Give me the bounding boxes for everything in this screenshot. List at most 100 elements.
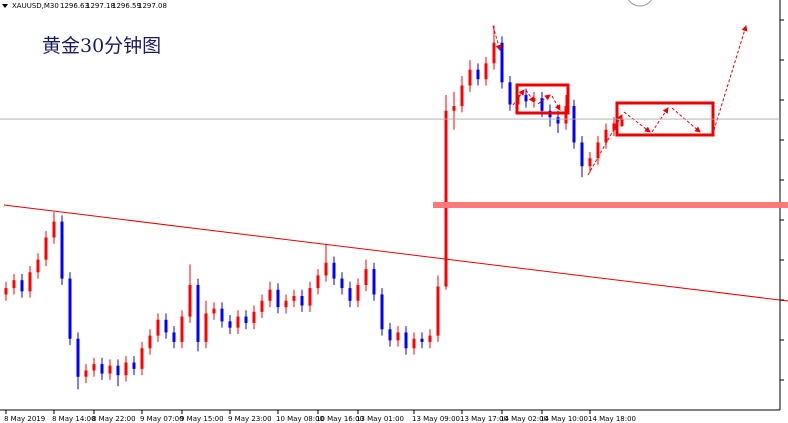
candle-body — [604, 129, 608, 143]
candle-body — [228, 321, 232, 328]
header-close: 1297.08 — [138, 2, 167, 10]
x-tick-label: 8 May 2019 — [4, 415, 45, 423]
candle-body — [388, 329, 392, 341]
plot-area — [4, 25, 624, 390]
candle-body — [436, 286, 440, 336]
candle-body — [500, 42, 504, 83]
arrow — [492, 25, 502, 51]
candle-body — [348, 288, 352, 301]
candle-body — [612, 123, 616, 130]
candle-body — [44, 237, 48, 260]
candle-body — [524, 94, 528, 102]
x-tick-label: 14 May 18:00 — [588, 415, 636, 423]
candle-body — [140, 348, 144, 369]
candle-body — [180, 316, 184, 342]
x-tick-label: 9 May 15:00 — [180, 415, 224, 423]
x-tick-label: 14 May 02:00 — [500, 415, 548, 423]
candle-body — [564, 106, 568, 124]
menu-icon[interactable] — [2, 4, 8, 8]
candle-body — [364, 269, 368, 285]
arrow — [551, 95, 561, 111]
x-tick-label: 13 May 09:00 — [412, 415, 460, 423]
candle-body — [52, 221, 56, 238]
candle-body — [236, 316, 240, 328]
candle-body — [420, 338, 424, 342]
candle-body — [460, 85, 464, 107]
candle-body — [620, 119, 624, 127]
candle-body — [20, 280, 24, 292]
candle-body — [28, 272, 32, 292]
candle-body — [292, 296, 296, 301]
candle-body — [116, 365, 120, 376]
candle-body — [452, 106, 456, 111]
x-tick-label: 8 May 22:00 — [92, 415, 136, 423]
candle-body — [316, 275, 320, 289]
arrow — [512, 89, 525, 106]
arrow — [525, 89, 535, 103]
candle-body — [12, 280, 16, 289]
trend-line — [3, 204, 788, 302]
candle-body — [588, 158, 592, 167]
candle-body — [268, 289, 272, 301]
candle-body — [580, 142, 584, 167]
candle-body — [252, 311, 256, 323]
candle-body — [148, 335, 152, 349]
arrow — [537, 94, 551, 105]
candle-body — [380, 294, 384, 330]
candle-body — [484, 63, 488, 80]
corner-icon — [627, 0, 653, 7]
candle-body — [68, 278, 72, 339]
candle-body — [596, 142, 600, 159]
x-tick-label: 10 May 16:00 — [316, 415, 364, 423]
candle-body — [212, 308, 216, 314]
candle-body — [572, 106, 576, 143]
header-high: 1297.18 — [86, 2, 115, 10]
candle-body — [220, 308, 224, 322]
candle-body — [284, 300, 288, 308]
candle-body — [244, 316, 248, 323]
candle-body — [76, 338, 80, 377]
candle-body — [556, 117, 560, 124]
candle-body — [412, 338, 416, 349]
x-tick-label: 10 May 08:00 — [276, 415, 324, 423]
candle-body — [356, 284, 360, 301]
header-open: 1296.63 — [60, 2, 89, 10]
x-tick-label: 13 May 17:00 — [460, 415, 508, 423]
candle-body — [428, 335, 432, 342]
candle-body — [404, 332, 408, 349]
candle-body — [324, 262, 328, 276]
candle-body — [204, 313, 208, 342]
candle-body — [468, 69, 472, 86]
candle-body — [188, 284, 192, 317]
arrow — [587, 114, 623, 176]
candle-body — [372, 269, 376, 295]
candle-body — [108, 365, 112, 374]
candle-body — [132, 362, 136, 369]
x-tick-label: 9 May 23:00 — [228, 415, 272, 423]
arrow — [623, 111, 651, 133]
candle-body — [84, 370, 88, 377]
candle-body — [508, 82, 512, 105]
candle-body — [308, 288, 312, 306]
x-tick-label: 14 May 10:00 — [540, 415, 588, 423]
candle-body — [100, 364, 104, 374]
candle-body — [36, 259, 40, 273]
candle-body — [340, 278, 344, 289]
candle-body — [164, 319, 168, 333]
candle-body — [444, 110, 448, 287]
candle-body — [124, 362, 128, 376]
candle-body — [332, 262, 336, 279]
candle-body — [172, 332, 176, 342]
candle-body — [156, 319, 160, 336]
candle-body — [396, 332, 400, 341]
symbol: XAUUSD,M30 — [12, 2, 59, 10]
arrow — [713, 25, 748, 131]
candle-body — [196, 284, 200, 342]
x-tick-label: 13 May 01:00 — [356, 415, 404, 423]
candle-body — [540, 98, 544, 111]
arrow — [671, 107, 701, 133]
candle-body — [492, 42, 496, 64]
candle-body — [260, 300, 264, 312]
